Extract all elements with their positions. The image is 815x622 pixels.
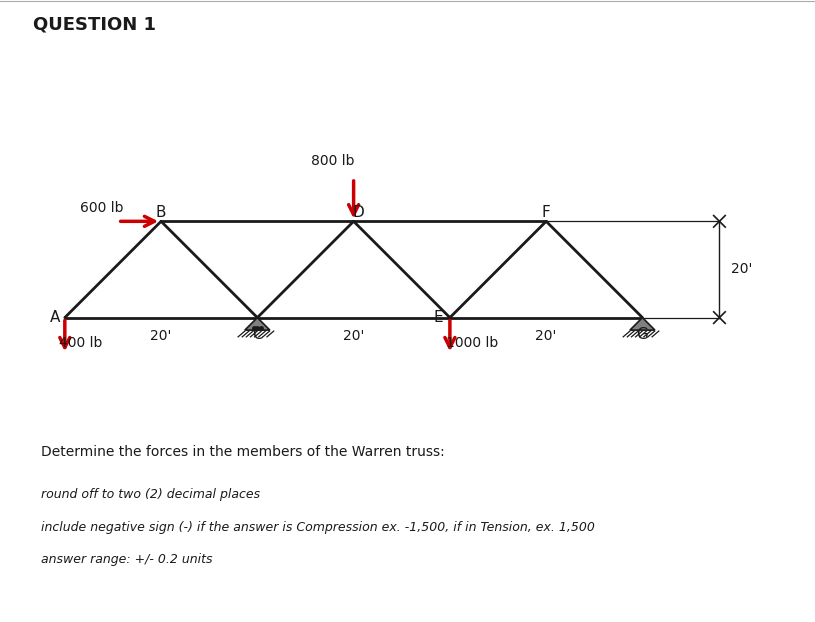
Text: 800 lb: 800 lb — [311, 154, 355, 169]
Text: 20': 20' — [731, 262, 752, 276]
Polygon shape — [244, 318, 270, 330]
Text: 1000 lb: 1000 lb — [446, 336, 498, 350]
Text: F: F — [542, 205, 551, 220]
Text: 600 lb: 600 lb — [80, 200, 123, 215]
Text: Determine the forces in the members of the Warren truss:: Determine the forces in the members of t… — [41, 445, 444, 459]
Text: include negative sign (-) if the answer is Compression ex. -1,500, if in Tension: include negative sign (-) if the answer … — [41, 521, 595, 534]
Text: D: D — [353, 205, 364, 220]
Text: C: C — [252, 327, 262, 343]
Text: A: A — [50, 310, 60, 325]
Text: 20': 20' — [535, 329, 557, 343]
Text: 20': 20' — [343, 329, 364, 343]
Text: 400 lb: 400 lb — [59, 336, 102, 350]
Text: 20': 20' — [151, 329, 172, 343]
Text: QUESTION 1: QUESTION 1 — [33, 16, 156, 34]
Polygon shape — [630, 318, 655, 330]
Text: G: G — [637, 327, 649, 343]
Text: B: B — [156, 205, 166, 220]
Text: E: E — [434, 310, 443, 325]
Text: round off to two (2) decimal places: round off to two (2) decimal places — [41, 488, 260, 501]
Text: answer range: +/- 0.2 units: answer range: +/- 0.2 units — [41, 553, 212, 566]
